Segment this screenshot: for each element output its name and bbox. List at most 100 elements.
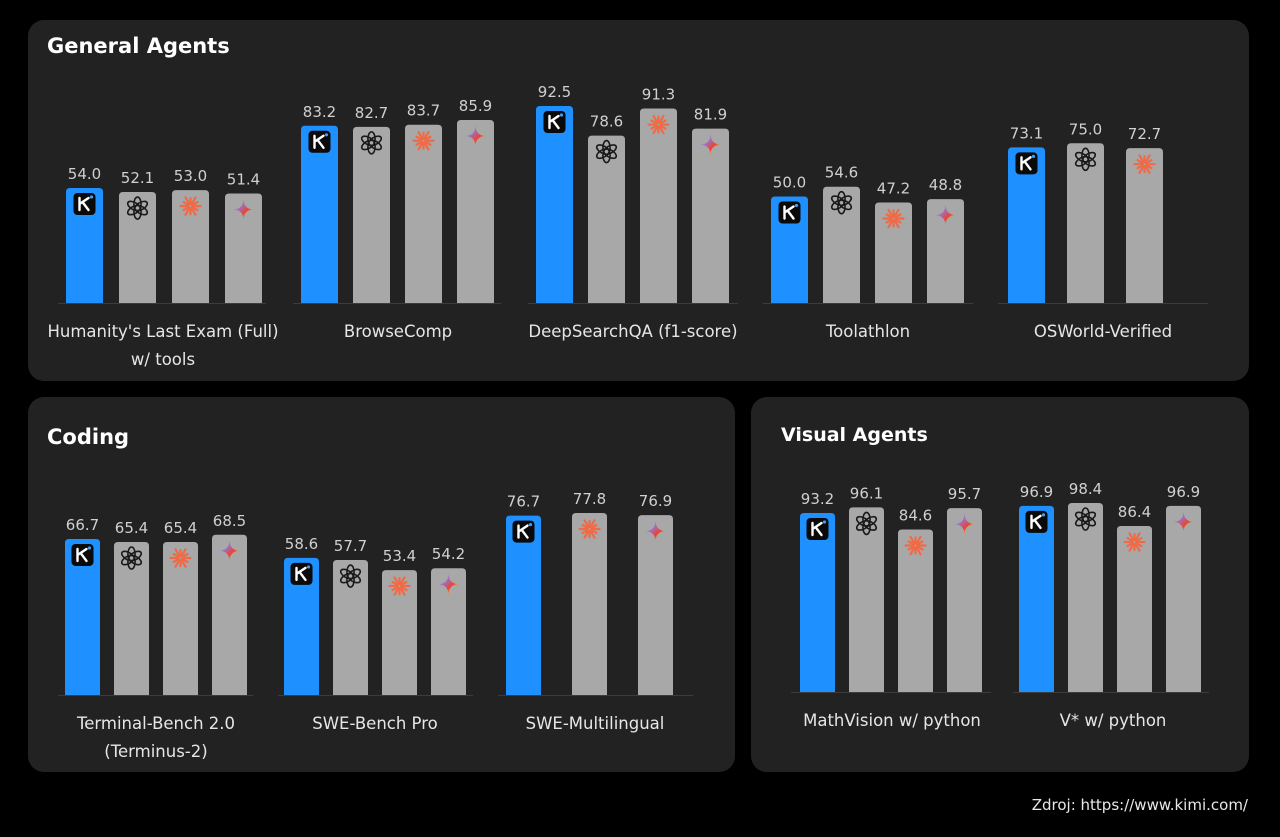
value-label-v-w-python-gemini: 96.9 — [1167, 483, 1200, 501]
visual-agents-panel: Visual Agents 93.2 96.1 84.6 95.7 MathVision… — [751, 397, 1249, 772]
value-label-terminal-bench-2-0-terminus-2-openai: 65.4 — [115, 519, 148, 537]
bar-browsecomp-kimi — [301, 125, 338, 303]
value-label-humanity-s-last-exam-full-w-tools-gemini: 51.4 — [227, 171, 260, 189]
bar-humanity-s-last-exam-full-w-tools-openai — [119, 192, 156, 303]
category-label: (Terminus-2) — [104, 742, 207, 761]
bar-swe-bench-pro-openai — [333, 560, 368, 695]
value-label-toolathlon-gemini: 48.8 — [929, 176, 962, 194]
value-label-deepsearchqa-f1-score-claude: 91.3 — [642, 86, 675, 104]
bar-browsecomp-gemini — [457, 120, 494, 303]
bar-humanity-s-last-exam-full-w-tools-claude — [172, 190, 209, 303]
bar-deepsearchqa-f1-score-openai — [588, 135, 625, 303]
kimi-icon — [1015, 152, 1038, 175]
bar-browsecomp-openai — [353, 126, 390, 303]
bar-terminal-bench-2-0-terminus-2-gemini — [212, 534, 247, 695]
value-label-terminal-bench-2-0-terminus-2-gemini: 68.5 — [213, 512, 246, 530]
panel-title-general-agents: General Agents — [47, 34, 230, 58]
value-label-browsecomp-gemini: 85.9 — [459, 97, 492, 115]
claude-icon — [578, 519, 601, 539]
kimi-icon — [512, 520, 535, 543]
openai-icon — [830, 190, 853, 215]
general-agents-panel: General Agents 54.0 52.1 53.0 51.4 Humanity'… — [28, 20, 1249, 381]
category-label: SWE-Multilingual — [526, 714, 665, 733]
kimi-icon — [1025, 510, 1048, 533]
claude-icon — [179, 196, 202, 216]
bar-deepsearchqa-f1-score-kimi — [536, 106, 573, 303]
bar-humanity-s-last-exam-full-w-tools-gemini — [225, 193, 262, 303]
bar-v-w-python-kimi — [1019, 505, 1054, 692]
claude-icon — [412, 130, 435, 151]
claude-icon — [647, 114, 670, 135]
bar-toolathlon-claude — [875, 202, 912, 303]
value-label-swe-multilingual-claude: 77.8 — [573, 490, 606, 508]
value-label-humanity-s-last-exam-full-w-tools-openai: 52.1 — [121, 169, 154, 187]
openai-icon — [1074, 507, 1097, 531]
panel-title-coding: Coding — [47, 425, 130, 449]
category-label: OSWorld-Verified — [1034, 322, 1172, 341]
value-label-toolathlon-claude: 47.2 — [877, 179, 910, 197]
bar-swe-multilingual-claude — [572, 513, 607, 695]
value-label-browsecomp-openai: 82.7 — [355, 104, 388, 122]
openai-icon — [126, 196, 149, 220]
bar-v-w-python-gemini — [1166, 505, 1201, 692]
category-label: V* w/ python — [1060, 711, 1167, 730]
category-label: Toolathlon — [825, 322, 910, 341]
value-label-toolathlon-kimi: 50.0 — [773, 174, 806, 192]
category-label: DeepSearchQA (f1-score) — [528, 322, 737, 341]
value-label-mathvision-w-python-kimi: 93.2 — [801, 490, 834, 508]
group-toolathlon: 50.0 54.6 47.2 48.8 Toolathlon — [763, 164, 973, 341]
bar-swe-bench-pro-gemini — [431, 568, 466, 695]
value-label-mathvision-w-python-gemini: 95.7 — [948, 485, 981, 503]
coding-chart: 66.7 65.4 65.4 68.5 Terminal-Bench 2.0 (Termi… — [58, 490, 693, 761]
source-note: Zdroj: https://www.kimi.com/ — [1031, 796, 1248, 814]
bar-browsecomp-claude — [405, 124, 442, 303]
group-osworld-verified: 73.1 75.0 72.7 OSWorld-Verified — [998, 120, 1208, 341]
openai-icon — [1074, 147, 1097, 172]
openai-icon — [360, 131, 383, 155]
bar-v-w-python-claude — [1117, 526, 1152, 692]
value-label-toolathlon-openai: 54.6 — [825, 164, 858, 182]
openai-icon — [339, 564, 362, 588]
gemini-icon — [699, 133, 722, 156]
category-label: Humanity's Last Exam (Full) — [47, 322, 278, 341]
bar-terminal-bench-2-0-terminus-2-claude — [163, 542, 198, 695]
bar-osworld-verified-kimi — [1008, 147, 1045, 303]
claude-icon — [882, 208, 905, 229]
group-humanity-s-last-exam-full-w-tools: 54.0 52.1 53.0 51.4 Humanity's Last Exam (Fu… — [47, 165, 278, 369]
value-label-mathvision-w-python-claude: 84.6 — [899, 507, 932, 525]
value-label-deepsearchqa-f1-score-openai: 78.6 — [590, 113, 623, 131]
value-label-browsecomp-kimi: 83.2 — [303, 103, 336, 121]
bar-deepsearchqa-f1-score-gemini — [692, 128, 729, 303]
category-label: Terminal-Bench 2.0 — [76, 714, 235, 733]
bar-humanity-s-last-exam-full-w-tools-kimi — [66, 187, 103, 303]
openai-icon — [595, 139, 618, 164]
value-label-osworld-verified-openai: 75.0 — [1069, 120, 1102, 138]
group-terminal-bench-2-0-terminus-2: 66.7 65.4 65.4 68.5 Terminal-Bench 2.0 (Termi… — [58, 512, 253, 761]
kimi-icon — [806, 517, 829, 540]
visual-agents-chart: 93.2 96.1 84.6 95.7 MathVision w/ python 96.9… — [791, 480, 1209, 730]
bar-swe-multilingual-kimi — [506, 515, 541, 695]
value-label-v-w-python-openai: 98.4 — [1069, 480, 1102, 498]
bar-terminal-bench-2-0-terminus-2-kimi — [65, 538, 100, 695]
value-label-mathvision-w-python-openai: 96.1 — [850, 484, 883, 502]
gemini-icon — [953, 513, 976, 536]
kimi-icon — [290, 562, 313, 585]
value-label-deepsearchqa-f1-score-kimi: 92.5 — [538, 83, 571, 101]
bar-osworld-verified-openai — [1067, 143, 1104, 303]
gemini-icon — [934, 204, 957, 227]
category-label: MathVision w/ python — [803, 711, 981, 730]
gemini-icon — [644, 520, 667, 543]
kimi-icon — [308, 130, 331, 153]
bar-deepsearchqa-f1-score-claude — [640, 108, 677, 303]
kimi-icon — [71, 543, 94, 566]
bar-mathvision-w-python-openai — [849, 507, 884, 692]
category-label: BrowseComp — [344, 322, 452, 341]
value-label-osworld-verified-kimi: 73.1 — [1010, 124, 1043, 142]
category-label: w/ tools — [131, 350, 195, 369]
bar-osworld-verified-claude — [1126, 148, 1163, 303]
value-label-v-w-python-kimi: 96.9 — [1020, 483, 1053, 501]
value-label-terminal-bench-2-0-terminus-2-kimi: 66.7 — [66, 516, 99, 534]
gemini-icon — [437, 573, 460, 596]
group-v-w-python: 96.9 98.4 86.4 96.9 V* w/ python — [1013, 480, 1209, 730]
value-label-deepsearchqa-f1-score-gemini: 81.9 — [694, 106, 727, 124]
